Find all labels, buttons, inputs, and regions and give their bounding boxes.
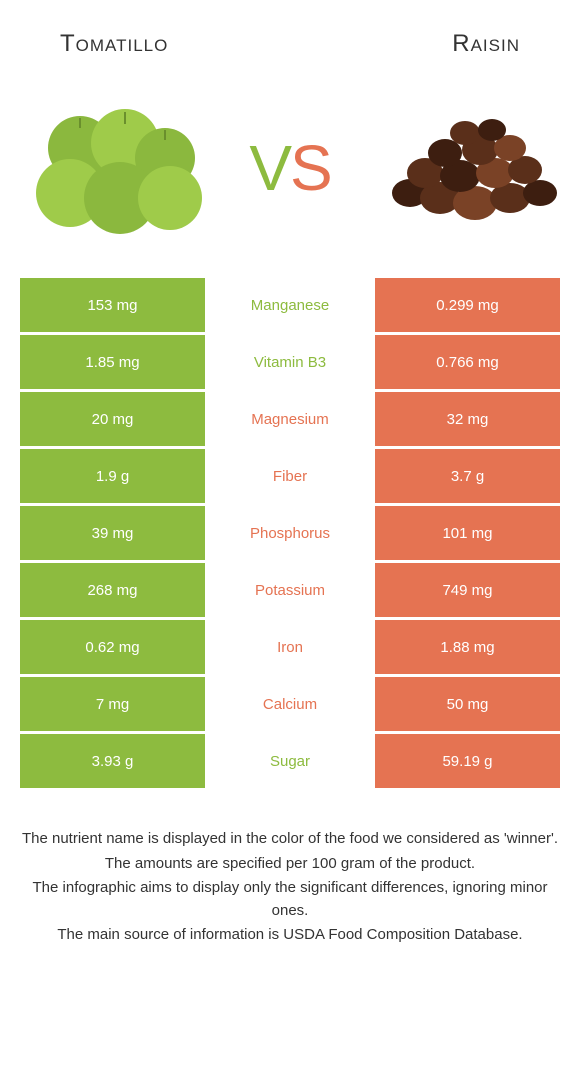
raisin-illustration bbox=[370, 98, 560, 238]
nutrient-label: Potassium bbox=[205, 563, 375, 617]
left-food-title: Tomatillo bbox=[60, 30, 168, 58]
right-value: 0.299 mg bbox=[375, 278, 560, 332]
right-value: 101 mg bbox=[375, 506, 560, 560]
footnote-line: The main source of information is USDA F… bbox=[20, 924, 560, 947]
nutrient-row: 3.93 gSugar59.19 g bbox=[20, 734, 560, 788]
right-value: 1.88 mg bbox=[375, 620, 560, 674]
nutrient-row: 20 mgMagnesium32 mg bbox=[20, 392, 560, 446]
left-value: 1.9 g bbox=[20, 449, 205, 503]
nutrient-label: Magnesium bbox=[205, 392, 375, 446]
nutrient-label: Calcium bbox=[205, 677, 375, 731]
left-value: 153 mg bbox=[20, 278, 205, 332]
footnote-line: The nutrient name is displayed in the co… bbox=[20, 828, 560, 851]
nutrient-row: 0.62 mgIron1.88 mg bbox=[20, 620, 560, 674]
header: Tomatillo Raisin bbox=[0, 0, 580, 78]
left-value: 1.85 mg bbox=[20, 335, 205, 389]
footnotes: The nutrient name is displayed in the co… bbox=[0, 788, 580, 947]
right-value: 3.7 g bbox=[375, 449, 560, 503]
footnote-line: The infographic aims to display only the… bbox=[20, 877, 560, 922]
footnote-line: The amounts are specified per 100 gram o… bbox=[20, 853, 560, 876]
vs-s: S bbox=[290, 132, 331, 204]
right-value: 59.19 g bbox=[375, 734, 560, 788]
left-value: 0.62 mg bbox=[20, 620, 205, 674]
nutrient-row: 39 mgPhosphorus101 mg bbox=[20, 506, 560, 560]
right-value: 0.766 mg bbox=[375, 335, 560, 389]
left-value: 7 mg bbox=[20, 677, 205, 731]
right-value: 50 mg bbox=[375, 677, 560, 731]
nutrient-row: 1.85 mgVitamin B30.766 mg bbox=[20, 335, 560, 389]
nutrient-row: 1.9 gFiber3.7 g bbox=[20, 449, 560, 503]
vs-label: VS bbox=[249, 136, 330, 200]
nutrient-label: Phosphorus bbox=[205, 506, 375, 560]
right-food-title: Raisin bbox=[452, 30, 520, 58]
vs-v: V bbox=[249, 132, 290, 204]
raisin-icon bbox=[370, 98, 560, 238]
nutrient-table: 153 mgManganese0.299 mg1.85 mgVitamin B3… bbox=[0, 278, 580, 788]
tomatillo-illustration bbox=[20, 98, 210, 238]
nutrient-label: Sugar bbox=[205, 734, 375, 788]
right-value: 32 mg bbox=[375, 392, 560, 446]
left-value: 39 mg bbox=[20, 506, 205, 560]
nutrient-row: 268 mgPotassium749 mg bbox=[20, 563, 560, 617]
left-value: 3.93 g bbox=[20, 734, 205, 788]
left-value: 268 mg bbox=[20, 563, 205, 617]
left-value: 20 mg bbox=[20, 392, 205, 446]
tomatillo-icon bbox=[20, 98, 210, 238]
nutrient-label: Vitamin B3 bbox=[205, 335, 375, 389]
nutrient-row: 153 mgManganese0.299 mg bbox=[20, 278, 560, 332]
vs-row: VS bbox=[0, 78, 580, 278]
nutrient-label: Fiber bbox=[205, 449, 375, 503]
nutrient-label: Manganese bbox=[205, 278, 375, 332]
nutrient-label: Iron bbox=[205, 620, 375, 674]
nutrient-row: 7 mgCalcium50 mg bbox=[20, 677, 560, 731]
right-value: 749 mg bbox=[375, 563, 560, 617]
